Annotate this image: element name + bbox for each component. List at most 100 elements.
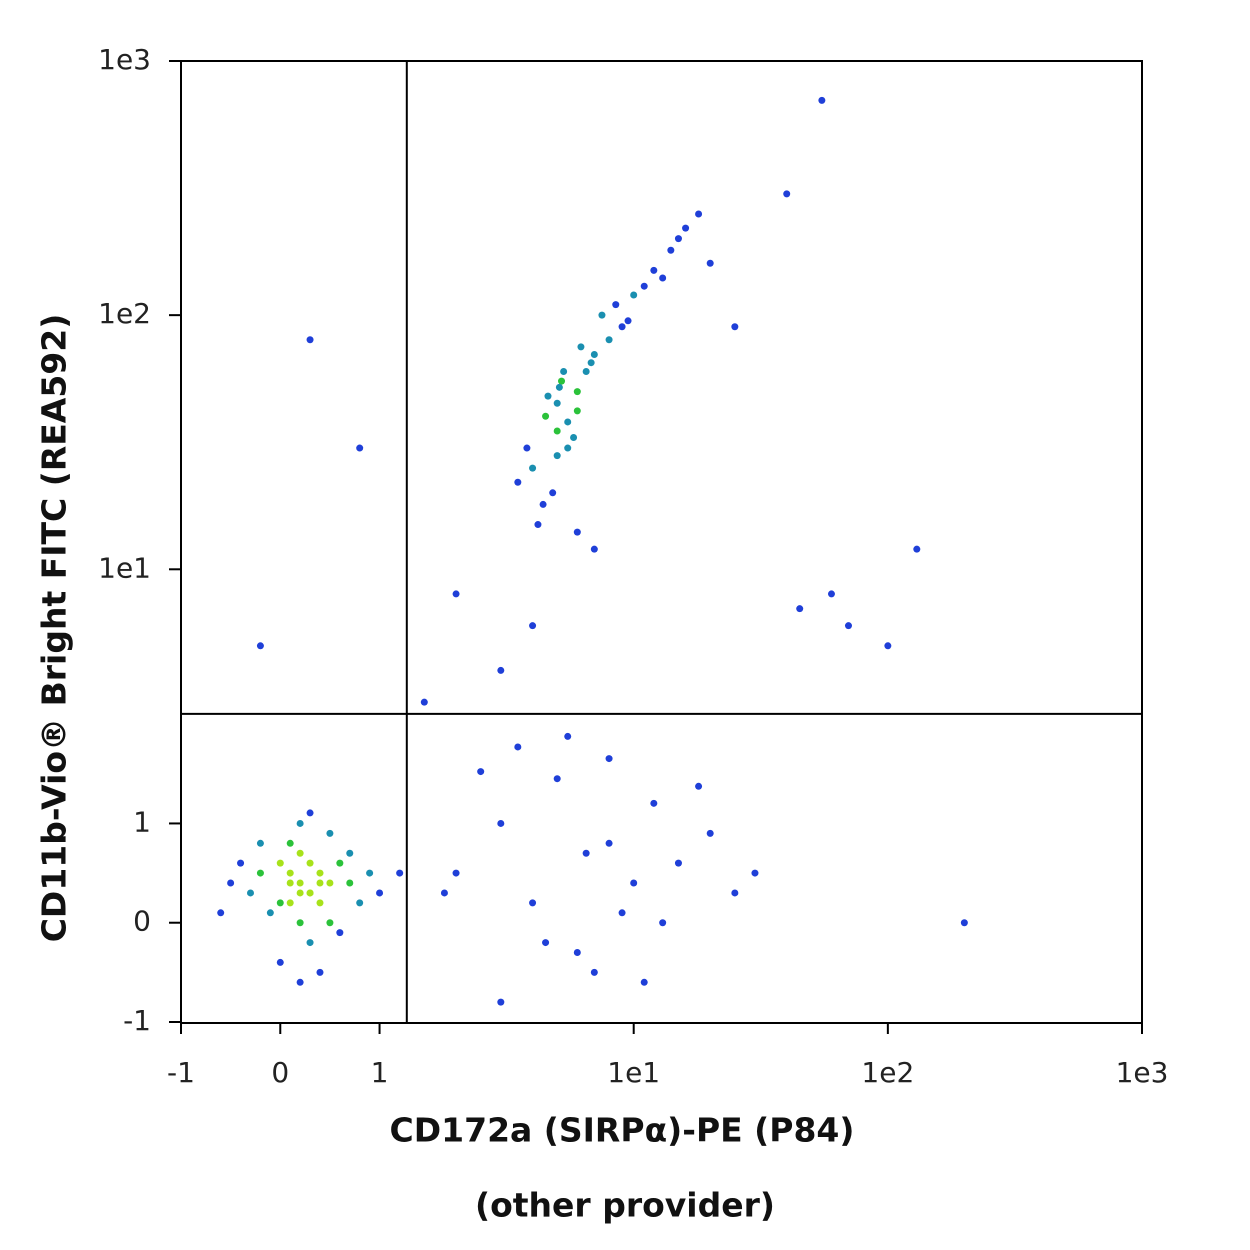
event-point (396, 869, 404, 877)
event-point (356, 444, 364, 452)
plot-area (181, 61, 1142, 1023)
event-point (624, 317, 632, 325)
event-point (523, 444, 531, 452)
event-point (514, 743, 522, 751)
event-point (376, 889, 384, 897)
event-point (674, 859, 682, 867)
event-point (605, 336, 613, 344)
event-point (256, 839, 264, 847)
event-point (553, 452, 561, 460)
event-point (237, 859, 245, 867)
event-point (306, 809, 314, 817)
event-point (682, 224, 690, 232)
event-point (420, 698, 428, 706)
event-point (296, 819, 304, 827)
y-tick-label: 1e2 (98, 297, 151, 330)
event-point (346, 879, 354, 887)
event-point (316, 879, 324, 887)
points (217, 96, 968, 1006)
y-tick-label: 1e1 (98, 551, 151, 584)
event-point (514, 478, 522, 486)
x-tick-label: 1e1 (607, 1056, 660, 1089)
event-point (640, 978, 648, 986)
event-point (590, 545, 598, 553)
x-tick-label: 1e2 (861, 1056, 914, 1089)
event-point (553, 775, 561, 783)
event-point (884, 642, 892, 650)
event-point (674, 235, 682, 243)
event-point (695, 782, 703, 790)
event-point (553, 399, 561, 407)
event-point (630, 879, 638, 887)
event-point (612, 301, 620, 309)
event-point (276, 859, 284, 867)
y-tick-label: -1 (123, 1004, 151, 1037)
event-point (316, 899, 324, 907)
event-point (544, 392, 552, 400)
event-point (296, 978, 304, 986)
event-point (558, 377, 566, 385)
event-point (573, 388, 581, 396)
event-point (731, 323, 739, 331)
event-point (640, 282, 648, 290)
event-point (582, 849, 590, 857)
event-point (529, 464, 537, 472)
event-point (477, 768, 485, 776)
event-point (731, 889, 739, 897)
y-tick-label: 1e3 (98, 43, 151, 76)
event-point (573, 407, 581, 415)
event-point (286, 879, 294, 887)
event-point (316, 869, 324, 877)
event-point (650, 266, 658, 274)
event-point (452, 869, 460, 877)
event-point (326, 919, 334, 927)
event-point (529, 622, 537, 630)
event-point (227, 879, 235, 887)
event-point (618, 909, 626, 917)
event-point (306, 859, 314, 867)
event-point (783, 190, 791, 198)
event-point (555, 383, 563, 391)
y-axis-title: CD11b-Vio® Bright FITC (REA592) (35, 314, 74, 943)
event-point (326, 829, 334, 837)
event-point (598, 311, 606, 319)
event-point (346, 849, 354, 857)
event-point (256, 869, 264, 877)
event-point (827, 590, 835, 598)
plot-frame (180, 60, 1143, 1024)
x-tick-label: 1e3 (1116, 1056, 1169, 1089)
event-point (246, 889, 254, 897)
event-point (659, 919, 667, 927)
event-point (306, 939, 314, 947)
event-point (587, 359, 595, 367)
event-point (316, 968, 324, 976)
event-point (286, 839, 294, 847)
event-point (549, 489, 557, 497)
event-point (582, 368, 590, 376)
event-point (296, 889, 304, 897)
x-axis-subtitle: (other provider) (475, 1186, 775, 1225)
event-point (326, 879, 334, 887)
event-point (539, 500, 547, 508)
event-point (564, 418, 572, 426)
event-point (217, 909, 225, 917)
event-point (276, 899, 284, 907)
event-point (659, 274, 667, 282)
event-point (306, 889, 314, 897)
x-tick-label: 0 (271, 1056, 289, 1089)
event-point (497, 666, 505, 674)
event-point (818, 96, 826, 104)
event-point (266, 909, 274, 917)
event-point (497, 998, 505, 1006)
event-point (542, 412, 550, 420)
event-point (844, 622, 852, 630)
event-point (296, 879, 304, 887)
event-point (630, 291, 638, 299)
event-point (913, 545, 921, 553)
event-point (605, 839, 613, 847)
event-point (366, 869, 374, 877)
event-point (564, 732, 572, 740)
event-point (296, 849, 304, 857)
